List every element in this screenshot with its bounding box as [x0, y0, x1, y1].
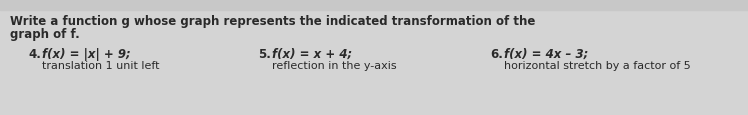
Text: reflection in the y-axis: reflection in the y-axis	[272, 60, 396, 70]
Text: 6.: 6.	[490, 48, 503, 60]
Text: translation 1 unit left: translation 1 unit left	[42, 60, 159, 70]
Text: f(x) = x + 4;: f(x) = x + 4;	[272, 48, 352, 60]
Text: 5.: 5.	[258, 48, 271, 60]
Text: 4.: 4.	[28, 48, 41, 60]
Text: f(x) = 4x – 3;: f(x) = 4x – 3;	[504, 48, 589, 60]
Text: f(x) = |x| + 9;: f(x) = |x| + 9;	[42, 48, 131, 60]
Bar	[0, 0, 748, 11]
Text: graph of f.: graph of f.	[10, 28, 80, 41]
Text: horizontal stretch by a factor of 5: horizontal stretch by a factor of 5	[504, 60, 690, 70]
Text: Write a function g whose graph represents the indicated transformation of the: Write a function g whose graph represent…	[10, 15, 536, 28]
